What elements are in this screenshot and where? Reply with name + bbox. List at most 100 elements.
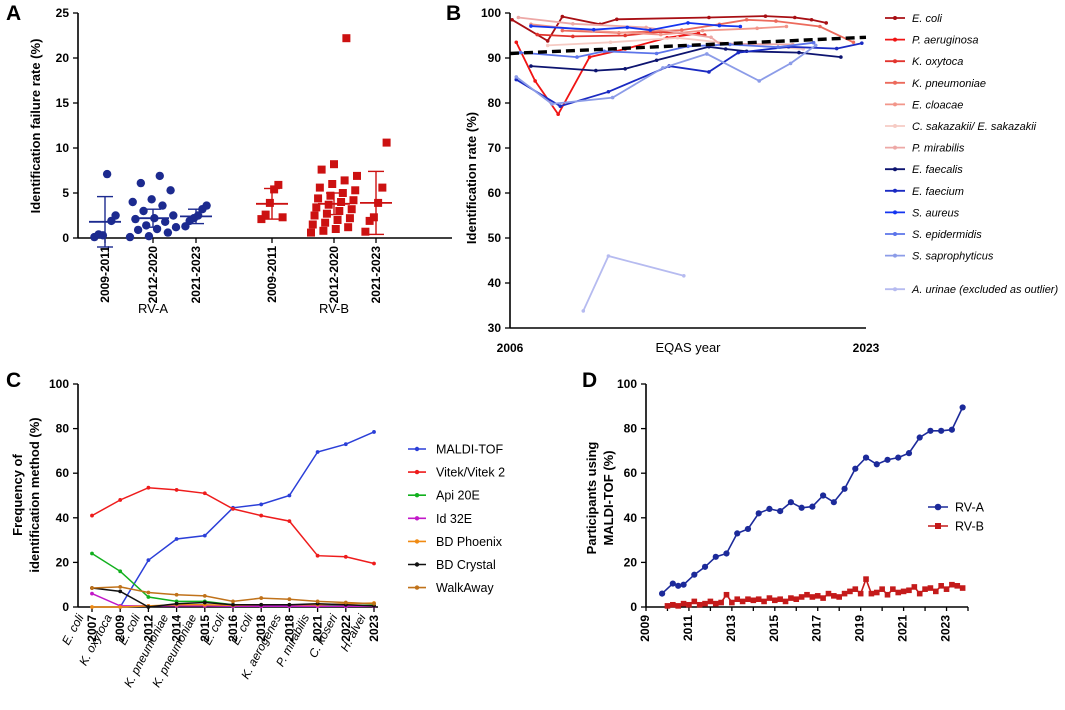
panel-c-point-walkaway [174, 592, 179, 597]
panel-d-point-rv-b [857, 590, 864, 597]
panel-b-point-s-aureus [686, 21, 690, 25]
panel-d-y-axis-title-line-1: Participants using [584, 442, 599, 555]
panel-b-letter: B [446, 2, 461, 25]
panel-d-point-rv-b [847, 588, 853, 595]
panel-c-point-walkaway [259, 596, 264, 600]
panel-d-x-tick-label: 2019 [853, 615, 867, 642]
panel-c-legend-marker-bd-crystal [414, 562, 420, 567]
panel-c-point-bd-crystal [146, 605, 151, 609]
panel-c-point-api-20e [118, 569, 123, 574]
panel-b-point-s-saprophyticus [788, 61, 793, 66]
panel-b-y-tick-label: 30 [488, 321, 502, 335]
panel-d-y-axis-title-line-2: MALDI-TOF (%) [601, 450, 616, 545]
panel-c-point-api-20e [146, 595, 151, 599]
panel-b-point-e-faecalis [594, 68, 598, 73]
panel-b-point-c-sakazakii-e-sakazakii [675, 35, 680, 40]
panel-d-point-rv-a [938, 427, 945, 434]
panel-d-point-rv-a [680, 581, 687, 588]
panel-a-point-rv-b [278, 213, 287, 222]
panel-d-point-rv-a [734, 530, 741, 537]
panel-c-point-vitek-vitek-2 [174, 488, 179, 492]
panel-b-point-s-aureus [591, 27, 596, 32]
panel-c-point-maldi-tof [174, 537, 179, 541]
panel-d-point-rv-b [664, 603, 671, 609]
panel-d-point-rv-b [686, 601, 692, 608]
panel-a-point-rv-b [351, 186, 360, 195]
panel-b-x-tick-start: 2006 [497, 341, 524, 355]
panel-a-y-tick-label: 5 [62, 186, 69, 200]
panel-a-point-rv-a [139, 206, 148, 216]
panel-d-point-rv-b [788, 595, 794, 601]
panel-b-legend-label-e-faecalis: E. faecalis [912, 164, 963, 176]
panel-b-legend-label-e-cloacae: E. cloacae [912, 99, 963, 111]
panel-d-point-rv-b [718, 599, 724, 606]
panel-c-x-year-label: 2012 [141, 615, 155, 642]
panel-a-point-rv-b [347, 205, 356, 214]
panel-c-legend-marker-id-32e [414, 516, 420, 521]
panel-b-legend-marker-p-aeruginosa [893, 37, 897, 42]
panel-b-point-e-faecium [707, 70, 711, 74]
panel-c-point-vitek-vitek-2 [202, 491, 207, 496]
panel-d-point-rv-a [852, 465, 859, 472]
panel-b-y-tick-label: 70 [488, 141, 502, 155]
panel-b-point-k-pneumoniae [774, 19, 778, 23]
panel-b-legend-marker-c-sakazakii-e-sakazakii [893, 124, 897, 128]
panel-d-legend-label-rv-b: RV-B [955, 520, 984, 534]
panel-c-point-walkaway [202, 593, 207, 598]
panel-d-point-rv-b [729, 599, 735, 606]
panel-a-point-rv-b [321, 218, 330, 227]
panel-d-point-rv-b [723, 591, 730, 598]
panel-b-point-e-coli [824, 21, 829, 25]
panel-d-point-rv-b [933, 588, 939, 595]
panel-c-point-maldi-tof [372, 430, 376, 434]
panel-b-legend-label-p-aeruginosa: P. aeruginosa [912, 35, 978, 47]
panel-c-point-id-32e [90, 591, 94, 596]
panel-b-legend-marker-k-pneumoniae [893, 80, 897, 85]
panel-a-point-rv-b [274, 180, 283, 189]
panel-d-point-rv-b [916, 590, 923, 597]
panel-d-letter: D [582, 369, 597, 392]
panel-a-x-category-label: 2012-2020 [327, 246, 341, 304]
panel-c-legend-marker-maldi-tof [414, 446, 420, 452]
panel-b-legend-marker-k-oxytoca [893, 59, 897, 64]
panel-b-point-k-pneumoniae [851, 40, 856, 45]
panel-c-point-maldi-tof [146, 558, 151, 563]
panel-b-legend-label-a-urinae-excluded-as-outlier: A. urinae (excluded as outlier) [911, 284, 1058, 296]
panel-d-point-rv-a [809, 503, 816, 510]
panel-b-point-s-aureus [529, 24, 533, 28]
panel-c-y-tick-label: 40 [56, 511, 70, 525]
panel-a-y-tick-label: 25 [56, 6, 70, 20]
panel-d-point-rv-b [750, 597, 757, 604]
panel-b-series [510, 14, 864, 313]
panel-d-point-rv-b [675, 603, 681, 609]
panel-b-point-e-coli [545, 39, 550, 43]
panel-a-letter: A [6, 2, 21, 25]
panel-b-point-s-epidermidis [654, 51, 659, 56]
panel-b-y-tick-label: 50 [488, 231, 502, 245]
panel-c-point-walkaway [90, 586, 94, 590]
panel-a-y-tick-label: 20 [56, 51, 70, 65]
panel-a-point-rv-a [133, 225, 143, 235]
panel-d-point-rv-b [884, 591, 891, 598]
panel-a: A Identification failure rate (%) 0 5 10 15… [6, 2, 452, 316]
panel-d-point-rv-b [922, 586, 928, 592]
panel-a-point-rv-b [337, 198, 346, 206]
panel-d-point-rv-b [911, 584, 918, 590]
panel-c-point-vitek-vitek-2 [259, 513, 264, 518]
panel-b-point-e-coli [809, 17, 814, 22]
panel-a-point-rv-a [128, 197, 137, 207]
panel-b-point-a-urinae-excluded-as-outlier [682, 274, 686, 278]
panel-d-point-rv-b [809, 594, 816, 600]
panel-c-point-walkaway [287, 597, 292, 602]
panel-c-point-maldi-tof [315, 450, 320, 454]
panel-a-x-category-label: 2021-2023 [189, 246, 203, 304]
panel-d-point-rv-b [814, 593, 821, 599]
panel-d-point-rv-b [680, 600, 687, 607]
panel-b-line-e-coli [511, 15, 827, 43]
panel-d-point-rv-b [895, 589, 902, 596]
panel-b-point-s-saprophyticus [514, 75, 519, 79]
panel-a-point-rv-b [369, 213, 378, 222]
panel-b-point-e-faecalis [654, 58, 659, 63]
